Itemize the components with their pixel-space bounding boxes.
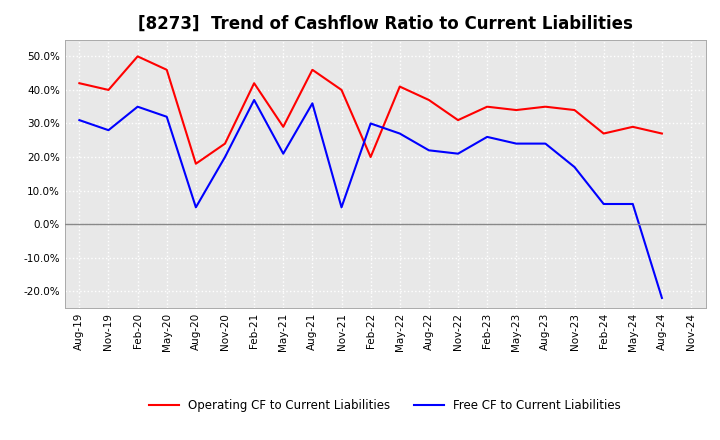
Operating CF to Current Liabilities: [133, 54, 142, 59]
Free CF to Current Liabilities: [512, 141, 521, 146]
Free CF to Current Liabilities: [337, 205, 346, 210]
Operating CF to Current Liabilities: [220, 141, 229, 146]
Operating CF to Current Liabilities: [425, 97, 433, 103]
Free CF to Current Liabilities: [483, 134, 492, 139]
Free CF to Current Liabilities: [279, 151, 287, 156]
Free CF to Current Liabilities: [657, 295, 666, 301]
Free CF to Current Liabilities: [75, 117, 84, 123]
Free CF to Current Liabilities: [629, 202, 637, 207]
Operating CF to Current Liabilities: [250, 81, 258, 86]
Operating CF to Current Liabilities: [570, 107, 579, 113]
Operating CF to Current Liabilities: [483, 104, 492, 109]
Free CF to Current Liabilities: [220, 154, 229, 160]
Operating CF to Current Liabilities: [629, 124, 637, 129]
Free CF to Current Liabilities: [192, 205, 200, 210]
Operating CF to Current Liabilities: [395, 84, 404, 89]
Operating CF to Current Liabilities: [279, 124, 287, 129]
Operating CF to Current Liabilities: [75, 81, 84, 86]
Operating CF to Current Liabilities: [512, 107, 521, 113]
Free CF to Current Liabilities: [163, 114, 171, 119]
Free CF to Current Liabilities: [541, 141, 550, 146]
Operating CF to Current Liabilities: [192, 161, 200, 166]
Free CF to Current Liabilities: [425, 148, 433, 153]
Operating CF to Current Liabilities: [657, 131, 666, 136]
Free CF to Current Liabilities: [133, 104, 142, 109]
Operating CF to Current Liabilities: [308, 67, 317, 73]
Free CF to Current Liabilities: [308, 101, 317, 106]
Free CF to Current Liabilities: [570, 165, 579, 170]
Operating CF to Current Liabilities: [104, 87, 113, 92]
Free CF to Current Liabilities: [366, 121, 375, 126]
Operating CF to Current Liabilities: [454, 117, 462, 123]
Operating CF to Current Liabilities: [337, 87, 346, 92]
Free CF to Current Liabilities: [599, 202, 608, 207]
Operating CF to Current Liabilities: [599, 131, 608, 136]
Free CF to Current Liabilities: [454, 151, 462, 156]
Free CF to Current Liabilities: [104, 128, 113, 133]
Line: Operating CF to Current Liabilities: Operating CF to Current Liabilities: [79, 56, 662, 164]
Operating CF to Current Liabilities: [541, 104, 550, 109]
Free CF to Current Liabilities: [250, 97, 258, 103]
Line: Free CF to Current Liabilities: Free CF to Current Liabilities: [79, 100, 662, 298]
Legend: Operating CF to Current Liabilities, Free CF to Current Liabilities: Operating CF to Current Liabilities, Fre…: [145, 394, 626, 417]
Title: [8273]  Trend of Cashflow Ratio to Current Liabilities: [8273] Trend of Cashflow Ratio to Curren…: [138, 15, 633, 33]
Free CF to Current Liabilities: [395, 131, 404, 136]
Operating CF to Current Liabilities: [163, 67, 171, 73]
Operating CF to Current Liabilities: [366, 154, 375, 160]
